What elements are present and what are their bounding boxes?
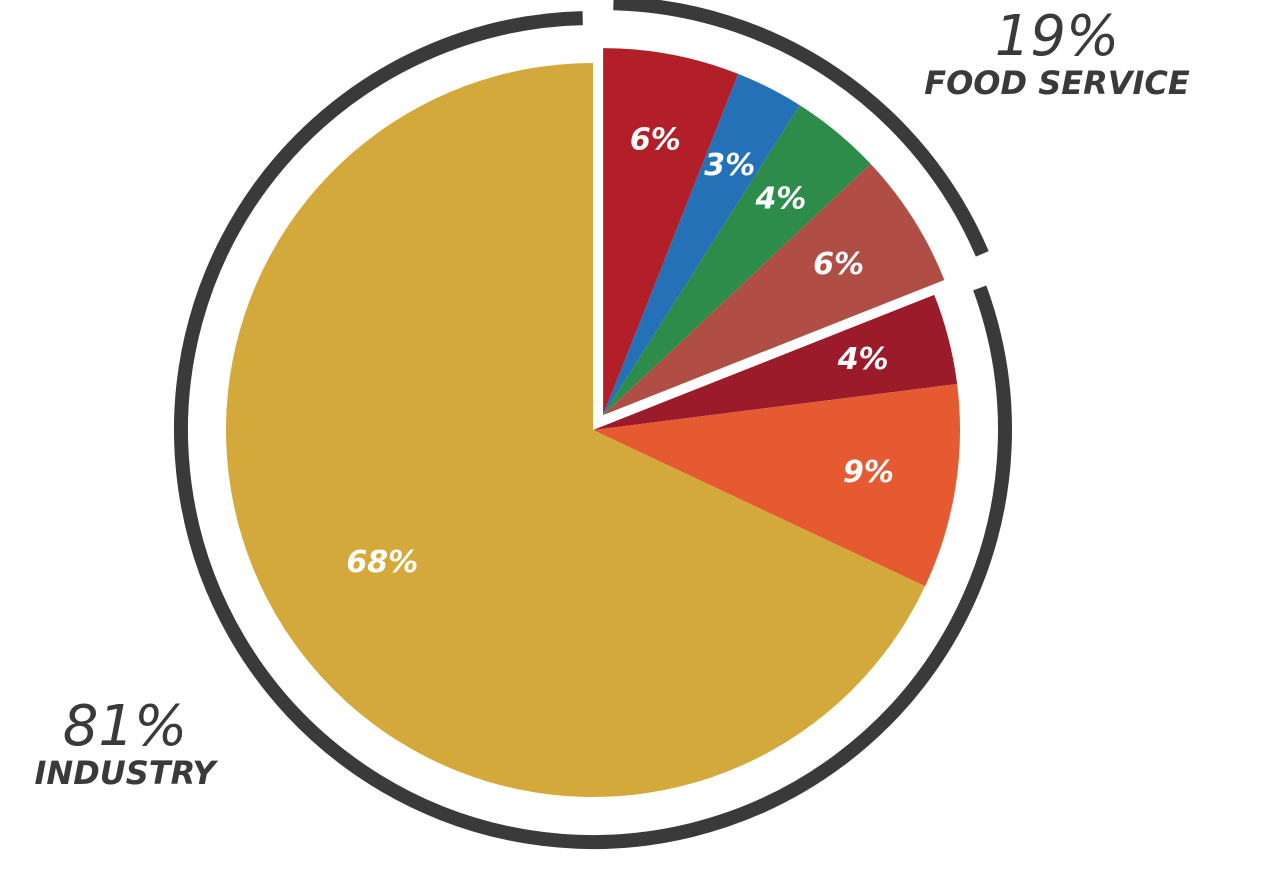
slice-label: 68% — [346, 545, 418, 580]
pie-slice — [593, 294, 958, 430]
group-ring — [613, 0, 989, 257]
pie-slice — [603, 163, 945, 416]
group-name-label: FOOD SERVICE — [924, 64, 1190, 102]
slice-label: 3% — [704, 148, 755, 183]
group-value-label: 81% — [63, 694, 187, 759]
slice-label: 4% — [837, 342, 889, 377]
slice-label: 9% — [843, 455, 894, 490]
group-ring — [174, 11, 1012, 849]
slice-label: 6% — [813, 247, 864, 282]
pie-slice — [225, 63, 926, 797]
slice-label: 6% — [630, 123, 681, 158]
pie-slice — [593, 384, 960, 587]
slice-label: 4% — [754, 182, 806, 217]
group-name-label: INDUSTRY — [35, 754, 219, 792]
pie-slice — [603, 48, 739, 416]
pie-slice — [603, 73, 800, 416]
group-value-label: 19% — [995, 4, 1119, 69]
pie-slice — [603, 105, 871, 416]
